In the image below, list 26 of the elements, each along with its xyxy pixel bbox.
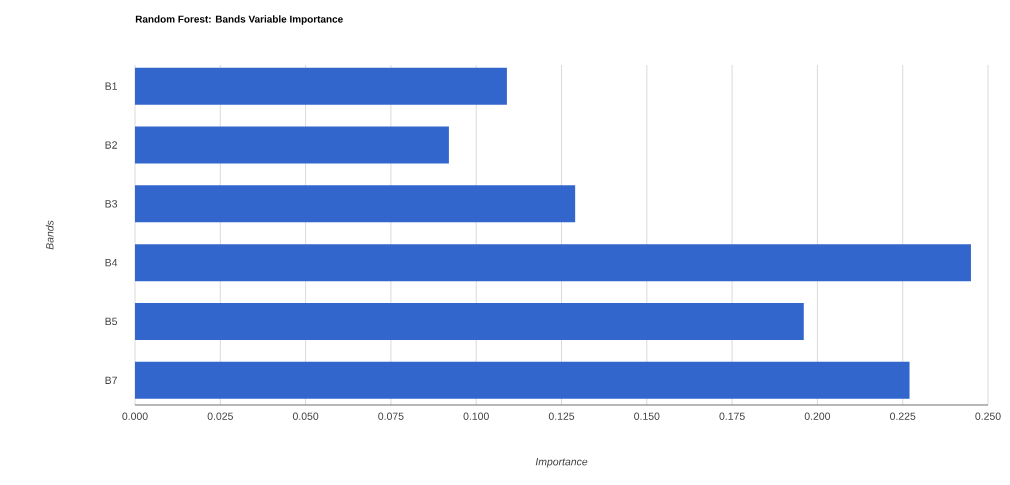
- x-tick-label: 0.000: [122, 412, 148, 420]
- x-tick-label: 0.125: [548, 412, 575, 420]
- x-tick-label: 0.225: [890, 412, 916, 420]
- bar: [135, 67, 507, 105]
- x-tick-label: 0.200: [804, 412, 831, 420]
- x-tick-label: 0.100: [463, 412, 489, 420]
- x-tick-label: 0.150: [634, 412, 660, 420]
- y-tick-label: B1: [105, 82, 117, 90]
- x-tick-label: 0.175: [719, 412, 745, 420]
- x-tick-label: 0.250: [975, 412, 1001, 420]
- x-tick-label: 0.075: [378, 412, 404, 420]
- bar: [135, 361, 910, 399]
- bar: [135, 244, 971, 282]
- y-tick-label: B2: [105, 141, 117, 149]
- y-tick-label: B4: [105, 259, 118, 267]
- x-tick-label: 0.050: [292, 412, 319, 420]
- x-axis-title: Importance: [535, 458, 588, 468]
- y-axis-title: Bands: [45, 220, 54, 250]
- bar: [135, 126, 449, 164]
- chart-title: Random Forest: Bands Variable Importance: [135, 15, 343, 25]
- x-tick-label: 0.025: [207, 412, 233, 420]
- bar: [135, 302, 804, 340]
- y-tick-label: B7: [105, 376, 117, 384]
- bar: [135, 185, 576, 223]
- y-tick-label: B3: [105, 200, 118, 208]
- y-tick-label: B5: [105, 317, 118, 326]
